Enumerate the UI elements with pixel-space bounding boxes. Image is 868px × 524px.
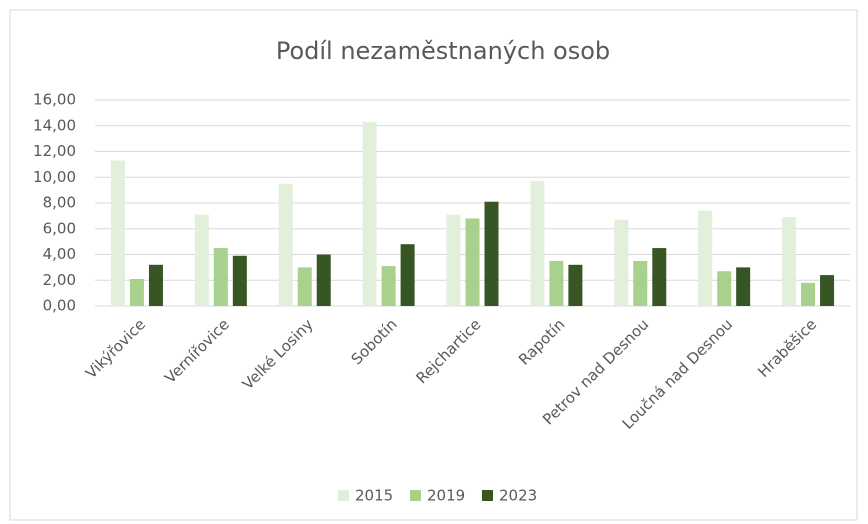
legend-label: 2015 [355, 487, 393, 505]
y-tick-label: 14,00 [33, 116, 76, 134]
bar [381, 266, 396, 306]
bar [717, 271, 732, 306]
y-tick-label: 6,00 [43, 219, 76, 237]
bar [297, 267, 312, 306]
bar [129, 278, 144, 306]
bar [652, 248, 667, 306]
bar [148, 264, 163, 306]
bar [736, 267, 751, 306]
bar [194, 214, 209, 306]
y-tick-label: 4,00 [43, 245, 76, 263]
bar [633, 260, 648, 306]
chart-frame [9, 9, 858, 521]
chart-title: Podíl nezaměstnaných osob [276, 37, 610, 65]
bar [110, 160, 125, 306]
bar [446, 214, 461, 306]
bar [820, 275, 835, 306]
y-tick-label: 2,00 [43, 271, 76, 289]
legend-label: 2019 [427, 487, 465, 505]
bar [530, 181, 545, 306]
bar [782, 217, 797, 306]
legend-label: 2023 [499, 487, 537, 505]
bar [614, 219, 629, 306]
y-tick-label: 0,00 [43, 297, 76, 315]
bar [278, 183, 293, 306]
bar [362, 121, 377, 306]
legend-swatch [410, 490, 421, 501]
bar [568, 264, 583, 306]
bar [400, 244, 415, 306]
bar [465, 218, 480, 306]
bar [213, 248, 228, 306]
y-tick-label: 10,00 [33, 168, 76, 186]
y-tick-label: 8,00 [43, 194, 76, 212]
y-tick-label: 12,00 [33, 142, 76, 160]
y-tick-label: 16,00 [33, 91, 76, 109]
bar [232, 255, 247, 306]
bar [801, 282, 816, 306]
bar [549, 260, 564, 306]
legend-swatch [338, 490, 349, 501]
legend-swatch [482, 490, 493, 501]
bar [484, 201, 499, 306]
bar [316, 254, 331, 306]
bar [698, 210, 713, 306]
